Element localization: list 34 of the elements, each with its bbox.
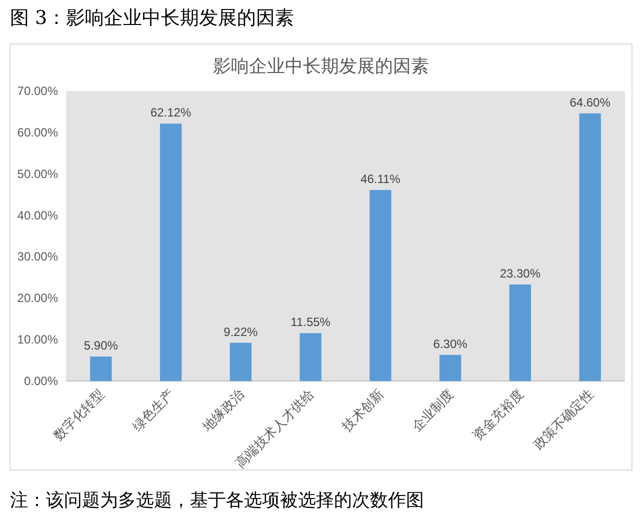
bar [439, 354, 462, 381]
bar [230, 342, 252, 381]
text: 注：该问题为多选题，基于各选项被选择的次数作图 [10, 490, 424, 511]
y-tick-label: 30.00% [17, 250, 58, 264]
y-tick-label: 10.00% [17, 332, 58, 347]
x-tick-label: 政策不确定性 [531, 387, 597, 453]
data-label: 9.22% [224, 324, 258, 339]
y-tick-label: 50.00% [17, 166, 58, 181]
x-tick-label: 资金充裕度 [470, 386, 528, 444]
y-tick-label: 40.00% [17, 208, 58, 222]
caption: 图 3：影响企业中长期发展的因素 [10, 7, 294, 29]
y-tick-label: 60.00% [17, 125, 58, 140]
bar [90, 356, 112, 381]
bar [160, 124, 182, 381]
x-tick-label: 绿色生产 [130, 387, 178, 435]
x-tick-label: 数字化转型 [50, 386, 108, 444]
data-label: 6.30% [433, 336, 468, 351]
x-tick-label: 企业制度 [409, 386, 458, 435]
data-label: 23.30% [500, 266, 541, 280]
data-label: 64.60% [570, 95, 611, 110]
y-tick-label: 0.00% [24, 374, 58, 388]
x-tick-label: 地缘政治 [199, 387, 248, 436]
x-tick-label: 技术创新 [339, 387, 388, 436]
bar [509, 284, 532, 381]
data-label: 62.12% [150, 106, 192, 120]
y-tick-label: 20.00% [17, 291, 58, 306]
bar [370, 190, 392, 381]
data-label: 11.55% [290, 315, 331, 330]
y-tick-label: 70.00% [17, 84, 58, 98]
chart-title: 影响企业中长期发展的因素 [213, 56, 429, 77]
bar [579, 113, 601, 381]
bar [300, 333, 322, 381]
data-label: 5.90% [84, 338, 118, 353]
data-label: 46.11% [360, 172, 401, 186]
